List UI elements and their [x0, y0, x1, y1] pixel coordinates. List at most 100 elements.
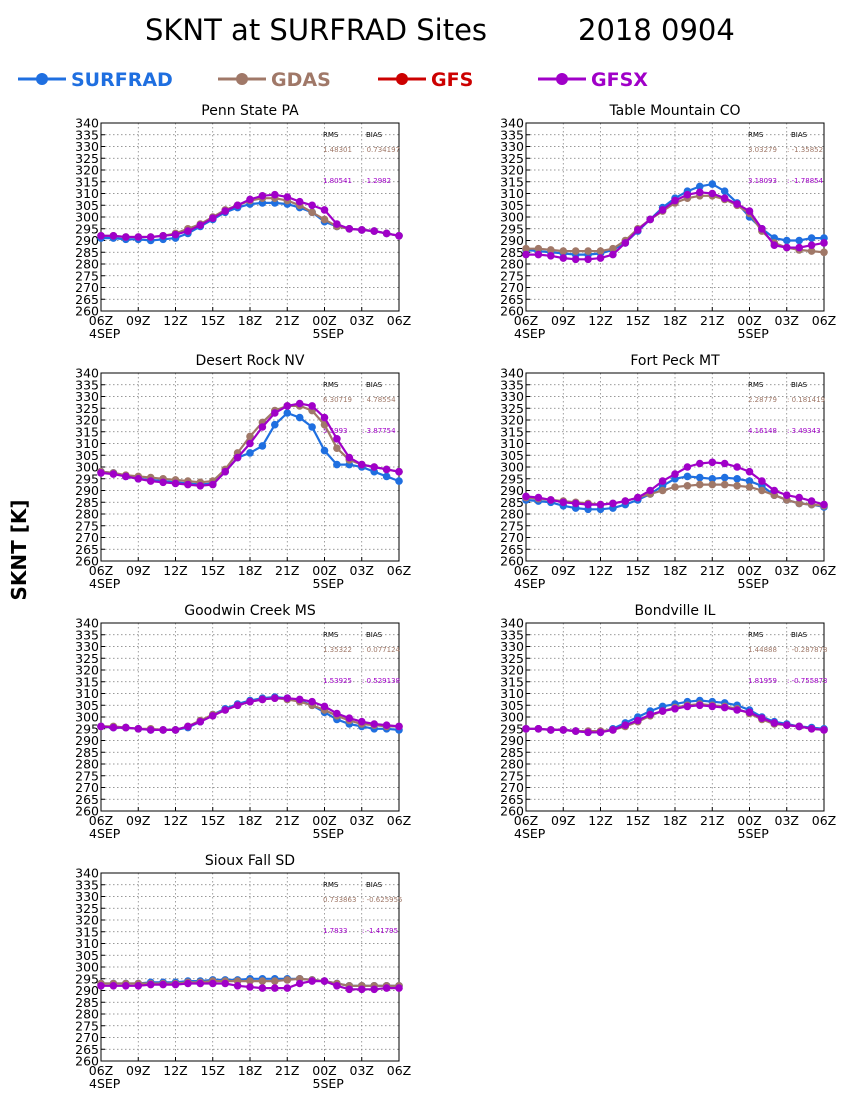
x-tick-label: 12Z [163, 313, 187, 328]
y-tick-label: 260 [500, 304, 524, 319]
data-point-gfsx [246, 195, 254, 204]
data-point-gfsx [770, 241, 779, 249]
y-tick-label: 290 [75, 733, 99, 748]
figure-title: SKNT at SURFRAD Sites [145, 13, 487, 47]
y-tick-label: 320 [500, 163, 524, 178]
stat-bias: : -1.41795 [362, 927, 398, 935]
series-line-surfrad [101, 201, 400, 242]
stat-bias: : 0.734197 [362, 146, 400, 154]
y-tick-label: 340 [500, 616, 524, 631]
stat-rms: 5.5993 [323, 427, 348, 435]
data-point-gfsx [345, 985, 354, 994]
data-point-gdas [584, 247, 592, 255]
data-point-gfsx [783, 721, 791, 729]
data-point-surfrad [795, 236, 803, 245]
data-point-gfsx [109, 723, 118, 732]
x-tick-label: 21Z [275, 813, 299, 828]
x-tick-label: 15Z [201, 1063, 225, 1078]
y-tick-label: 275 [500, 518, 524, 533]
data-point-gfsx [658, 707, 667, 715]
panel-sioux-fall-sd: Sioux Fall SD 260265270275280285290295300… [75, 853, 411, 1091]
x-tick-label: 03Z [350, 813, 374, 828]
grid [526, 623, 824, 811]
stats-rms-header: RMS [748, 131, 764, 139]
grid [101, 123, 399, 311]
x-tick-label: 03Z [775, 313, 799, 328]
panel-title: Desert Rock NV [196, 353, 305, 369]
y-tick-label: 265 [75, 1042, 99, 1057]
y-tick-label: 260 [75, 1054, 99, 1069]
x-tick-label: 15Z [201, 313, 225, 328]
data-point-gfsx [720, 459, 729, 468]
x-tick-label: 06Z [89, 813, 113, 828]
y-tick-label: 310 [75, 936, 99, 951]
data-point-gfsx [382, 465, 391, 474]
x-tick-label: 12Z [163, 1063, 187, 1078]
series-gfsx [522, 458, 828, 509]
data-point-gfsx [522, 492, 530, 501]
x-tick-label: 15Z [626, 313, 650, 328]
data-point-gfsx [333, 220, 341, 228]
data-point-gfsx [97, 982, 105, 990]
data-point-gfsx [320, 206, 329, 214]
data-point-gfsx [122, 472, 130, 481]
stats-rms-header: RMS [323, 131, 339, 139]
data-point-gfsx [559, 254, 568, 262]
y-tick-label: 335 [75, 627, 99, 642]
data-point-gfsx [696, 188, 704, 197]
y-tick-label: 325 [75, 651, 99, 666]
data-point-gfsx [596, 254, 605, 262]
data-point-gfsx [522, 250, 530, 259]
stat-rms: 2.28779 [748, 396, 777, 404]
x-tick-label: 06Z [387, 1063, 411, 1078]
y-tick-label: 285 [75, 245, 99, 260]
series-gfsx [522, 701, 828, 737]
data-point-gfsx [171, 726, 180, 734]
data-point-surfrad [683, 472, 692, 481]
y-tick-label: 340 [500, 366, 524, 381]
data-point-gdas [671, 483, 679, 491]
data-point-gfsx [770, 719, 779, 727]
stat-rms: 1.48301 [323, 146, 352, 154]
x-day-label: 4SEP [89, 326, 121, 341]
stat-rms: 1.35322 [323, 646, 352, 654]
x-tick-label: 12Z [588, 563, 612, 578]
data-point-gfsx [97, 722, 105, 731]
y-tick-label: 265 [75, 292, 99, 307]
x-tick-label: 21Z [700, 313, 724, 328]
data-point-gfsx [745, 708, 754, 717]
y-tick-label: 285 [75, 495, 99, 510]
data-point-gdas [820, 248, 828, 257]
data-point-gfsx [783, 491, 791, 500]
data-point-gfsx [345, 714, 354, 722]
x-day-label: 5SEP [738, 826, 770, 841]
data-point-gfsx [683, 190, 692, 199]
stat-rms: 1.80541 [323, 177, 352, 185]
data-point-gfsx [783, 243, 791, 252]
data-point-gfsx [109, 232, 118, 240]
data-point-gdas [258, 977, 267, 985]
stat-rms: 0.733863 [323, 896, 356, 904]
data-point-gfsx [745, 207, 754, 215]
data-point-gfsx [196, 979, 205, 988]
y-tick-label: 340 [75, 366, 99, 381]
y-tick-label: 305 [500, 198, 524, 213]
data-point-gfsx [596, 728, 605, 737]
data-point-gfsx [559, 498, 568, 507]
data-point-gfsx [320, 977, 329, 985]
stats-rms-header: RMS [323, 881, 339, 889]
x-tick-label: 12Z [163, 813, 187, 828]
data-point-gdas [246, 977, 254, 985]
data-point-surfrad [708, 180, 717, 188]
legend-item-gfsx: GFSX [538, 69, 648, 91]
y-tick-label: 315 [75, 424, 99, 439]
y-tick-label: 340 [75, 866, 99, 881]
data-point-gdas [308, 208, 316, 217]
y-tick-label: 330 [75, 139, 99, 154]
data-point-gfsx [271, 984, 279, 992]
data-point-gfsx [395, 722, 403, 731]
x-tick-label: 00Z [737, 813, 761, 828]
x-tick-label: 18Z [238, 813, 262, 828]
data-point-gfsx [382, 721, 391, 729]
y-tick-label: 320 [500, 663, 524, 678]
